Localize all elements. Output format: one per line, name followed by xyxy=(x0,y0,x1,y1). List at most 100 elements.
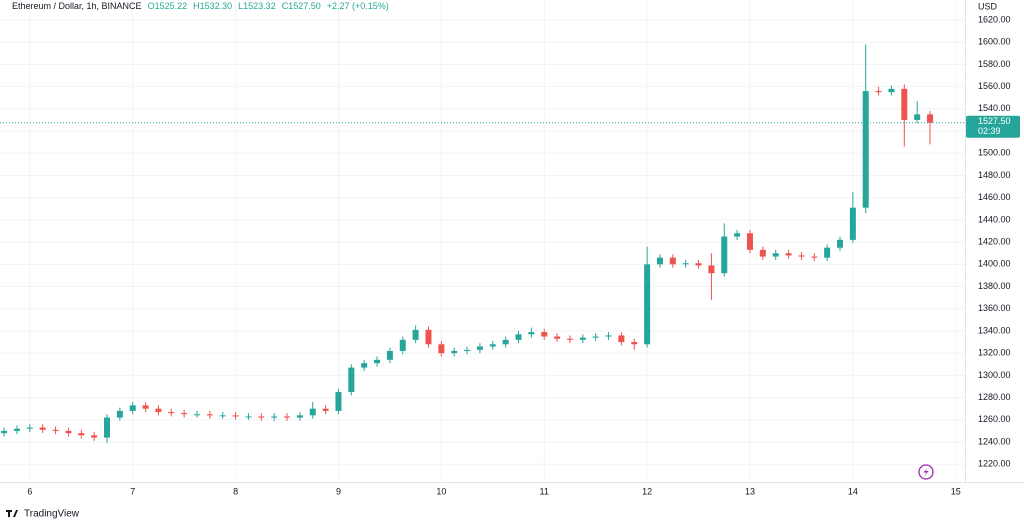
last-price-tag xyxy=(966,115,1020,138)
x-tick-label: 7 xyxy=(130,486,135,496)
legend-item: Ethereum / Dollar, 1h, BINANCE xyxy=(12,1,142,11)
candle-body xyxy=(386,350,393,360)
candle-body xyxy=(644,264,651,345)
candle-body xyxy=(438,344,445,354)
candle-body xyxy=(772,253,779,257)
candle-body xyxy=(296,415,303,418)
x-tick-label: 9 xyxy=(336,486,341,496)
candle-body xyxy=(348,367,355,393)
candle-body xyxy=(759,249,766,257)
legend-item: L1523.32 xyxy=(238,1,276,11)
candle-body xyxy=(13,428,20,431)
y-tick-label: 1620.00 xyxy=(978,14,1011,24)
candle-body xyxy=(824,247,831,258)
x-tick-label: 10 xyxy=(436,486,446,496)
candle-body xyxy=(245,416,252,418)
candle-body xyxy=(374,359,381,364)
candle-body xyxy=(927,114,934,123)
candle-body xyxy=(502,339,509,345)
candle-body xyxy=(721,236,728,274)
grid xyxy=(0,0,965,482)
y-tick-label: 1340.00 xyxy=(978,325,1011,335)
y-tick-label: 1220.00 xyxy=(978,459,1011,469)
candle-body xyxy=(605,335,612,337)
candle-body xyxy=(849,207,856,240)
candle-body xyxy=(322,408,329,411)
y-tick-label: 1420.00 xyxy=(978,236,1011,246)
y-tick-label: 1460.00 xyxy=(978,192,1011,202)
candle-body xyxy=(464,349,471,351)
candle-body xyxy=(412,329,419,340)
legend-item: H1532.30 xyxy=(193,1,232,11)
candle-body xyxy=(168,412,175,414)
candle-body xyxy=(26,427,33,429)
candle-body xyxy=(528,332,535,335)
lightning-icon xyxy=(918,464,934,480)
countdown: 02:39 xyxy=(978,126,1001,136)
y-tick-label: 1540.00 xyxy=(978,103,1011,113)
candle-body xyxy=(258,416,265,418)
y-tick-label: 1260.00 xyxy=(978,414,1011,424)
y-tick-label: 1580.00 xyxy=(978,59,1011,69)
y-tick-label: 1400.00 xyxy=(978,259,1011,269)
y-tick-label: 1560.00 xyxy=(978,81,1011,91)
candle-body xyxy=(914,114,921,120)
candle-body xyxy=(618,335,625,343)
candle-body xyxy=(682,263,689,265)
candle-body xyxy=(631,342,638,345)
candle-body xyxy=(206,414,213,416)
y-tick-label: 1240.00 xyxy=(978,436,1011,446)
candle-body xyxy=(425,329,432,345)
candle-body xyxy=(194,414,201,416)
legend-item: C1527.50 xyxy=(282,1,321,11)
candle-body xyxy=(554,336,561,339)
candle-body xyxy=(219,415,226,417)
x-tick-label: 13 xyxy=(745,486,755,496)
candle-body xyxy=(592,336,599,338)
x-tick-label: 15 xyxy=(951,486,961,496)
candle-body xyxy=(901,88,908,120)
candle-body xyxy=(142,405,149,409)
candle-body xyxy=(39,427,46,430)
candle-body xyxy=(785,253,792,256)
candle-body xyxy=(129,405,136,411)
candle-body xyxy=(181,413,188,415)
candle-body xyxy=(708,265,715,274)
candle-body xyxy=(888,88,895,93)
y-tick-label: 1440.00 xyxy=(978,214,1011,224)
x-tick-label: 8 xyxy=(233,486,238,496)
candle-body xyxy=(399,339,406,351)
candle-body xyxy=(579,337,586,340)
candle-body xyxy=(271,416,278,418)
candle-body xyxy=(541,332,548,337)
candle-body xyxy=(232,415,239,417)
y-tick-label: 1320.00 xyxy=(978,348,1011,358)
candle-body xyxy=(361,363,368,368)
candle-body xyxy=(52,429,59,431)
y-tick-label: 1480.00 xyxy=(978,170,1011,180)
candle-body xyxy=(875,91,882,93)
candle-body xyxy=(476,346,483,350)
candle-body xyxy=(489,344,496,347)
candle-body xyxy=(284,416,291,418)
candle-body xyxy=(309,408,316,416)
candle-body xyxy=(335,392,342,411)
candle-body xyxy=(65,430,72,434)
candle-body xyxy=(78,433,85,436)
candle-body xyxy=(515,334,522,340)
x-tick-label: 6 xyxy=(27,486,32,496)
y-axis-label: USD xyxy=(978,1,998,11)
candle-body xyxy=(734,233,741,237)
candle-body xyxy=(669,257,676,265)
brand-logo xyxy=(6,510,18,517)
candle-body xyxy=(811,256,818,258)
candle-body xyxy=(1,430,8,434)
y-tick-label: 1360.00 xyxy=(978,303,1011,313)
x-tick-label: 14 xyxy=(848,486,858,496)
candle-body xyxy=(566,338,573,340)
candle-body xyxy=(116,410,123,418)
candle-body xyxy=(155,408,162,413)
